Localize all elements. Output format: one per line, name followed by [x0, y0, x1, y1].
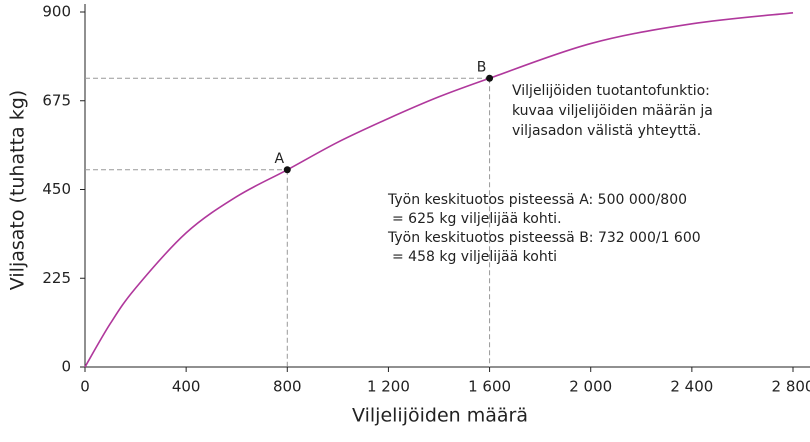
x-tick-label: 0 [80, 378, 90, 396]
y-tick-label: 0 [61, 358, 71, 376]
x-axis-label: Viljelijöiden määrä [352, 405, 528, 427]
y-tick-label: 450 [42, 180, 71, 198]
point [283, 166, 291, 174]
y-tick-label: 675 [42, 91, 71, 109]
annotation: viljasadon välistä yhteyttä. [512, 123, 701, 139]
annotation: Työn keskituotos pisteessä A: 500 000/80… [387, 192, 687, 208]
x-tick-label: 400 [172, 378, 201, 396]
y-tick-label: 900 [42, 3, 71, 21]
annotation: kuvaa viljelijöiden määrän ja [512, 103, 713, 119]
point-label: A [274, 151, 284, 167]
annotation: = 458 kg viljelijää kohti [392, 249, 557, 265]
annotation: = 625 kg viljelijää kohti. [392, 211, 562, 227]
x-tick-label: 2 400 [670, 378, 713, 396]
y-tick-label: 225 [42, 269, 71, 287]
y-axis-label: Viljasato (tuhatta kg) [7, 90, 29, 290]
point-label: B [477, 59, 487, 75]
x-tick-label: 1 200 [367, 378, 410, 396]
point [486, 74, 494, 82]
x-tick-label: 800 [273, 378, 302, 396]
x-tick-label: 2 800 [772, 378, 810, 396]
annotation: Viljelijöiden tuotantofunktio: [512, 83, 710, 99]
annotation: Työn keskituotos pisteessä B: 732 000/1 … [387, 230, 701, 246]
x-tick-label: 1 600 [468, 378, 511, 396]
line [84, 11, 794, 368]
x-tick-label: 2 000 [569, 378, 612, 396]
